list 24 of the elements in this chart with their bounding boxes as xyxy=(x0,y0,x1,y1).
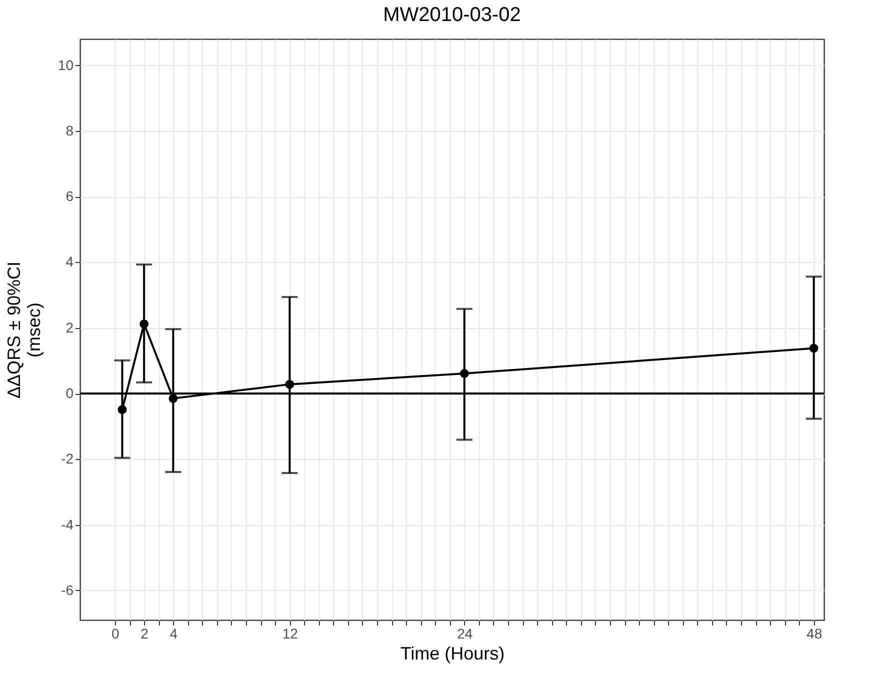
point xyxy=(285,380,294,389)
chart-title: MW2010-03-02 xyxy=(383,4,521,26)
y-tick-label: 0 xyxy=(66,385,74,402)
point xyxy=(118,405,127,414)
y-tick-label: -2 xyxy=(61,450,74,467)
point xyxy=(460,369,469,378)
y-tick-label: 6 xyxy=(66,188,74,204)
x-tick-label: 4 xyxy=(170,626,178,642)
x-axis-title: Time (Hours) xyxy=(400,644,505,664)
y-tick-label: -6 xyxy=(61,582,74,598)
point xyxy=(168,394,178,403)
y-tick-label: 8 xyxy=(66,122,74,138)
y-tick-label: 2 xyxy=(66,319,74,336)
point xyxy=(809,344,818,353)
y-tick-label: -4 xyxy=(61,516,74,532)
y-tick-label: 4 xyxy=(66,254,74,270)
x-tick-label: 2 xyxy=(140,626,149,642)
x-tick-label: 24 xyxy=(457,626,473,642)
y-tick-label: 10 xyxy=(58,56,74,73)
point xyxy=(140,319,149,328)
x-tick-label: 0 xyxy=(112,626,120,642)
x-tick-label: 48 xyxy=(806,626,822,642)
x-tick-label: 12 xyxy=(282,626,298,642)
y-axis-title: ΔΔQRS ± 90%CI (msec) xyxy=(4,262,44,398)
